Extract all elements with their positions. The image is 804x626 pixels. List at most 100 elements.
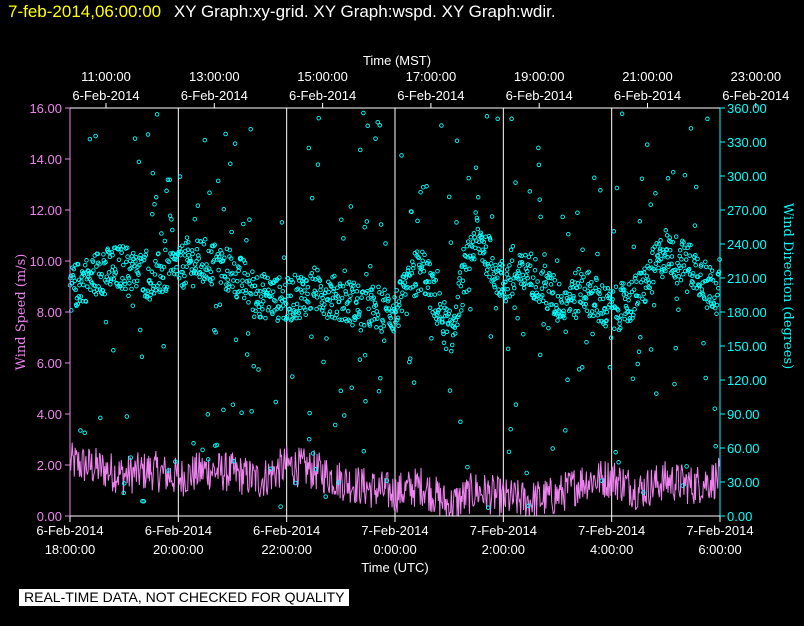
wind-direction-point [432, 292, 438, 297]
wind-direction-point [488, 334, 494, 339]
wind-direction-point [579, 271, 584, 277]
wind-direction-point [143, 289, 148, 294]
wind-direction-point [673, 234, 679, 239]
wind-direction-point [339, 217, 344, 222]
wind-direction-point [536, 162, 542, 168]
wind-direction-point [644, 273, 650, 279]
wind-direction-point [314, 295, 320, 300]
wind-direction-point [698, 272, 703, 277]
wind-direction-point [269, 293, 274, 299]
wind-direction-point [82, 430, 87, 436]
wind-direction-point [302, 296, 308, 302]
wind-direction-point [648, 202, 653, 207]
wind-direction-point [132, 263, 137, 269]
wind-direction-point [452, 331, 458, 336]
wind-direction-point [318, 283, 324, 289]
wind-direction-point [337, 281, 343, 287]
wind-direction-point [521, 331, 526, 337]
wind-direction-point [182, 253, 188, 258]
wind-direction-point [129, 286, 134, 292]
wind-direction-point [402, 280, 408, 285]
wind-direction-point [343, 291, 349, 297]
wind-direction-point [561, 311, 567, 317]
wind-direction-point [526, 503, 531, 509]
wind-direction-point [357, 357, 363, 362]
wind-direction-point [713, 280, 719, 286]
wind-direction-point [221, 206, 227, 212]
wind-direction-point [127, 258, 133, 264]
wind-direction-point [307, 410, 312, 416]
wind-direction-point [113, 270, 119, 275]
wind-direction-point [654, 391, 659, 396]
wind-direction-point [424, 184, 429, 189]
wind-direction-point [312, 265, 317, 271]
wind-direction-point [484, 271, 489, 277]
wind-direction-point [703, 259, 708, 264]
right-y-tick-label: 300.00 [727, 169, 767, 184]
wind-direction-point [361, 448, 367, 454]
wind-direction-point [150, 211, 155, 217]
right-y-tick-label: 270.00 [727, 203, 767, 218]
wind-direction-point [150, 170, 156, 176]
wind-direction-point [449, 342, 455, 348]
wind-direction-point [496, 287, 501, 292]
wind-direction-point [78, 294, 84, 299]
wind-direction-point [526, 254, 532, 260]
wind-direction-point [688, 126, 694, 131]
wind-direction-point [249, 409, 254, 414]
wind-direction-point [193, 271, 199, 276]
wind-direction-point [205, 276, 210, 281]
right-y-tick-label: 0.00 [727, 509, 752, 524]
wind-direction-point [290, 280, 295, 285]
wind-direction-point [667, 247, 673, 253]
wind-direction-point [546, 289, 552, 294]
wind-direction-point [505, 286, 510, 292]
wind-direction-point [183, 240, 189, 246]
wind-direction-point [482, 249, 487, 255]
wind-direction-point [306, 300, 311, 305]
top-x-tick-time: 17:00:00 [406, 69, 457, 84]
wind-direction-point [507, 263, 512, 268]
wind-direction-point [551, 273, 556, 278]
wind-direction-point [447, 308, 452, 313]
wind-direction-point [365, 296, 371, 301]
wind-direction-point [250, 307, 256, 313]
wind-direction-point [537, 352, 543, 358]
bottom-x-tick-time: 20:00:00 [153, 542, 204, 557]
wind-direction-point [310, 451, 316, 456]
wind-direction-point [75, 301, 81, 307]
wind-direction-point [509, 116, 514, 122]
wind-direction-point [562, 315, 567, 321]
wind-direction-point [370, 284, 376, 290]
wind-direction-point [206, 248, 211, 254]
wind-direction-point [647, 266, 652, 271]
wind-direction-point [327, 309, 333, 314]
wind-direction-point [302, 288, 307, 293]
wind-direction-point [121, 262, 126, 268]
wind-direction-point [343, 289, 348, 294]
wind-direction-point [608, 296, 613, 301]
wind-direction-point [323, 287, 329, 292]
wind-direction-point [680, 272, 686, 277]
wind-direction-point [616, 460, 621, 465]
wind-direction-point [243, 288, 249, 293]
wind-direction-point [595, 251, 600, 257]
wind-direction-point [509, 258, 515, 263]
wind-direction-point [690, 271, 696, 276]
wind-direction-point [409, 270, 415, 276]
wind-direction-point [593, 285, 598, 291]
wind-direction-point [324, 297, 330, 303]
wind-direction-point [81, 272, 87, 277]
wind-direction-point [552, 277, 558, 283]
wind-direction-point [77, 298, 83, 303]
wind-direction-point [617, 321, 622, 326]
right-y-tick-label: 210.00 [727, 271, 767, 286]
wind-direction-point [635, 361, 640, 367]
wind-direction-point [134, 283, 139, 289]
wind-direction-point [381, 338, 387, 343]
wind-direction-point [586, 269, 591, 275]
top-x-tick-date: 6-Feb-2014 [722, 88, 789, 103]
wind-direction-point [348, 282, 354, 288]
wind-direction-point [654, 241, 659, 246]
wind-direction-point [225, 277, 230, 282]
